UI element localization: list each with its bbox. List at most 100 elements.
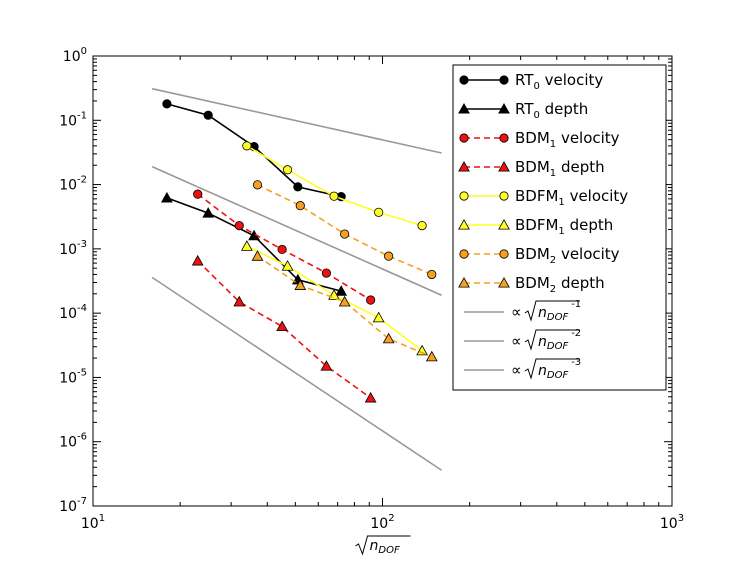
x-tick-label: 103 <box>660 513 684 532</box>
data-point-bdm2-velocity <box>252 180 263 190</box>
data-point-bdm2-depth <box>425 350 438 362</box>
legend-label: nDOF-1 <box>538 299 581 323</box>
data-point-bdfm1-depth <box>281 260 294 271</box>
series-line-bdm1-depth <box>197 260 372 399</box>
legend-label: BDM1 depth <box>515 158 605 179</box>
data-point-bdm2-velocity <box>295 201 305 211</box>
legend-marker <box>459 191 469 201</box>
data-point-bdfm1-velocity <box>282 165 293 175</box>
x-axis-label: nDOF <box>355 535 411 556</box>
x-axis-label-text: nDOF <box>370 538 400 556</box>
data-point-bdfm1-depth <box>240 240 253 251</box>
legend-marker <box>499 133 509 143</box>
data-point-bdfm1-depth <box>372 311 385 323</box>
data-point-bdm1-depth <box>233 295 246 307</box>
y-tick-label: 10-6 <box>59 432 87 451</box>
data-point-bdm1-velocity <box>321 268 331 278</box>
data-point-bdm2-depth <box>251 250 264 261</box>
data-point-bdfm1-velocity <box>374 207 384 217</box>
legend-entry-bdm2-depth: BDM2 depth <box>458 274 605 295</box>
legend-marker <box>459 249 469 259</box>
data-point-bdm2-depth <box>382 332 395 344</box>
series-line-bdm2-depth <box>257 255 433 358</box>
legend-entry-rt0-velocity: RT0 velocity <box>459 71 603 92</box>
legend-label: BDM1 velocity <box>515 129 620 150</box>
data-point-bdm1-depth <box>320 360 333 371</box>
y-tick-label: 10-1 <box>59 110 87 129</box>
reference-lines <box>151 87 443 471</box>
series-bdfm1-depth <box>240 240 428 356</box>
data-point-bdm1-depth <box>276 320 288 332</box>
legend-marker <box>498 102 510 114</box>
y-tick-label: 10-5 <box>59 367 87 386</box>
series-rt0-depth <box>161 191 348 296</box>
legend-entry-reference-order-2: ∝ nDOF-2 <box>464 328 581 352</box>
data-point-bdfm1-velocity <box>242 141 252 151</box>
data-point-bdm1-velocity <box>277 244 287 255</box>
legend-label: BDM2 depth <box>515 274 605 295</box>
proportional-symbol: ∝ <box>511 303 522 321</box>
reference-line-order-2 <box>151 165 442 296</box>
y-tick-label: 10-7 <box>59 496 87 515</box>
legend-entry-rt0-depth: RT0 depth <box>458 100 588 121</box>
proportional-symbol: ∝ <box>511 361 522 379</box>
legend-label: BDFM1 depth <box>515 216 613 237</box>
data-point-bdm2-velocity <box>427 269 437 280</box>
legend-marker <box>498 160 510 172</box>
y-tick-label: 10-2 <box>59 175 87 194</box>
legend-marker <box>499 249 509 259</box>
legend-entry-bdfm1-velocity: BDFM1 velocity <box>459 187 628 208</box>
data-series <box>161 99 438 403</box>
y-tick-label: 10-3 <box>59 239 87 258</box>
data-point-rt0-velocity <box>293 182 303 192</box>
legend-label: RT0 velocity <box>515 71 603 92</box>
axis-tick-labels: 101 102 103 100 10-1 10-2 10-3 10-4 10-5 10-6 10-7 <box>59 46 684 532</box>
sqrt-symbol <box>524 300 580 322</box>
data-point-rt0-depth <box>335 285 348 296</box>
series-bdfm1-velocity <box>242 141 427 231</box>
legend-entry-reference-order-1: ∝ nDOF-1 <box>464 299 581 323</box>
legend-label: nDOF-3 <box>538 357 581 381</box>
y-tick-label: 100 <box>63 46 87 65</box>
data-point-bdm2-depth <box>338 295 351 307</box>
x-tick-label: 101 <box>81 513 105 532</box>
data-point-rt0-depth <box>202 207 215 218</box>
data-point-rt0-depth <box>161 191 173 203</box>
series-bdm2-velocity <box>252 180 437 280</box>
data-point-bdm1-velocity <box>234 221 244 231</box>
series-bdm1-velocity <box>193 189 376 305</box>
legend-entry-bdm2-velocity: BDM2 velocity <box>459 245 620 266</box>
legend: RT0 velocity RT0 depth BDM1 velocity BDM1 d… <box>452 64 667 391</box>
data-point-bdfm1-velocity <box>417 221 427 231</box>
data-point-rt0-velocity <box>203 110 213 120</box>
legend-label: nDOF-2 <box>538 328 581 352</box>
data-point-rt0-velocity <box>162 99 172 109</box>
legend-marker <box>499 191 509 201</box>
sqrt-symbol <box>524 358 580 380</box>
series-bdm2-depth <box>251 250 438 362</box>
x-tick-label: 102 <box>370 513 394 532</box>
reference-line-order-3 <box>151 276 443 471</box>
legend-marker <box>459 75 469 85</box>
legend-marker <box>498 218 510 230</box>
data-point-bdm2-velocity <box>384 251 394 261</box>
legend-marker <box>498 276 510 288</box>
data-point-bdfm1-velocity <box>329 191 339 201</box>
legend-marker <box>458 218 470 230</box>
legend-entry-bdfm1-depth: BDFM1 depth <box>458 216 613 237</box>
series-bdm1-depth <box>191 254 377 403</box>
legend-label: BDFM1 velocity <box>515 187 628 208</box>
data-point-bdm1-depth <box>191 254 204 266</box>
sqrt-symbol <box>355 535 411 556</box>
data-point-bdm1-velocity <box>366 295 376 305</box>
legend-label: BDM2 velocity <box>515 245 620 266</box>
legend-entry-bdm1-velocity: BDM1 velocity <box>459 129 620 150</box>
data-point-bdfm1-depth <box>416 344 428 356</box>
data-point-bdm1-depth <box>364 391 377 403</box>
axis-ticks <box>92 55 672 507</box>
series-line-bdfm1-velocity <box>246 145 423 227</box>
data-point-bdm1-velocity <box>193 189 203 199</box>
legend-label: RT0 depth <box>515 100 588 121</box>
legend-entry-bdm1-depth: BDM1 depth <box>458 158 605 179</box>
